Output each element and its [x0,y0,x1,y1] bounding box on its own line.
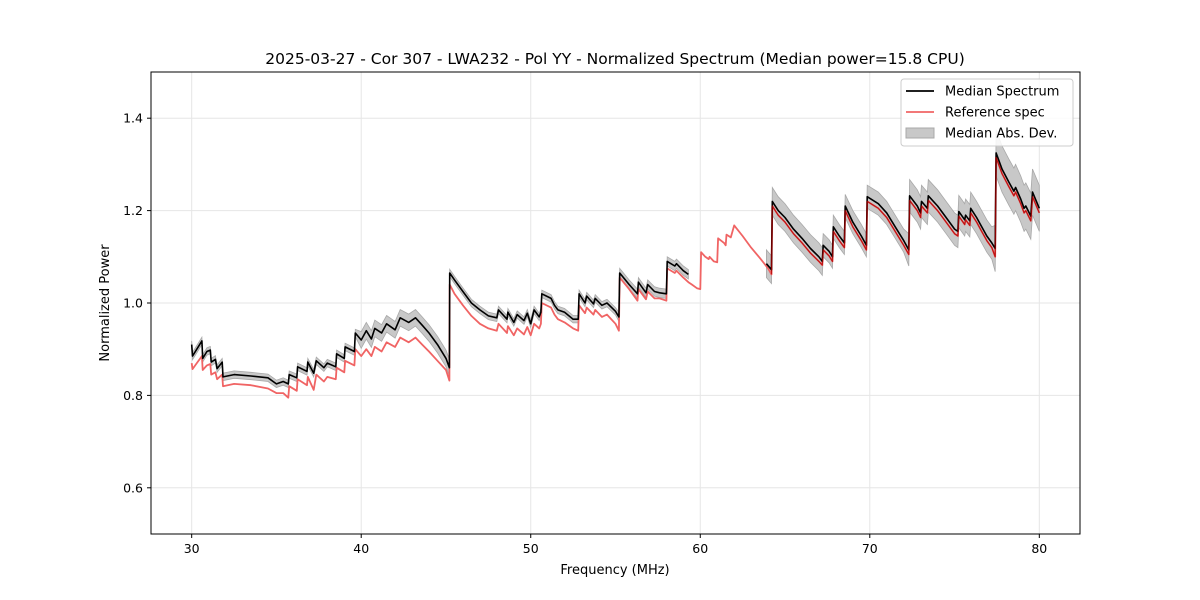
x-tick-label: 80 [1031,541,1047,556]
mad-band-area [766,129,1040,285]
y-tick-label: 1.2 [123,203,143,218]
x-tick-label: 30 [184,541,200,556]
legend-label: Reference spec [945,106,1045,121]
legend-label: Median Abs. Dev. [945,127,1057,142]
median-spectrum-line [190,260,689,385]
y-axis: 0.6 0.8 1.0 1.2 1.4 [123,111,151,495]
y-tick-label: 0.6 [123,480,143,495]
x-axis-label: Frequency (MHz) [560,563,669,578]
x-axis: 30 40 50 60 70 80 [184,534,1047,556]
legend-label: Median Spectrum [945,85,1059,100]
reference-overlay-line [770,156,1040,275]
y-tick-label: 1.0 [123,296,143,311]
median-series [190,152,1041,385]
chart-title: 2025-03-27 - Cor 307 - LWA232 - Pol YY -… [265,50,965,68]
y-axis-label: Normalized Power [98,244,113,362]
y-tick-label: 1.4 [123,111,143,126]
x-tick-label: 40 [353,541,369,556]
y-tick-label: 0.8 [123,388,143,403]
mad-band [191,129,1040,389]
x-tick-label: 50 [523,541,539,556]
legend-box [900,78,1074,147]
legend-swatch-band [905,127,935,139]
x-tick-label: 70 [862,541,878,556]
legend: Median Spectrum Reference spec Median Abs.… [900,78,1074,147]
x-tick-label: 60 [692,541,708,556]
